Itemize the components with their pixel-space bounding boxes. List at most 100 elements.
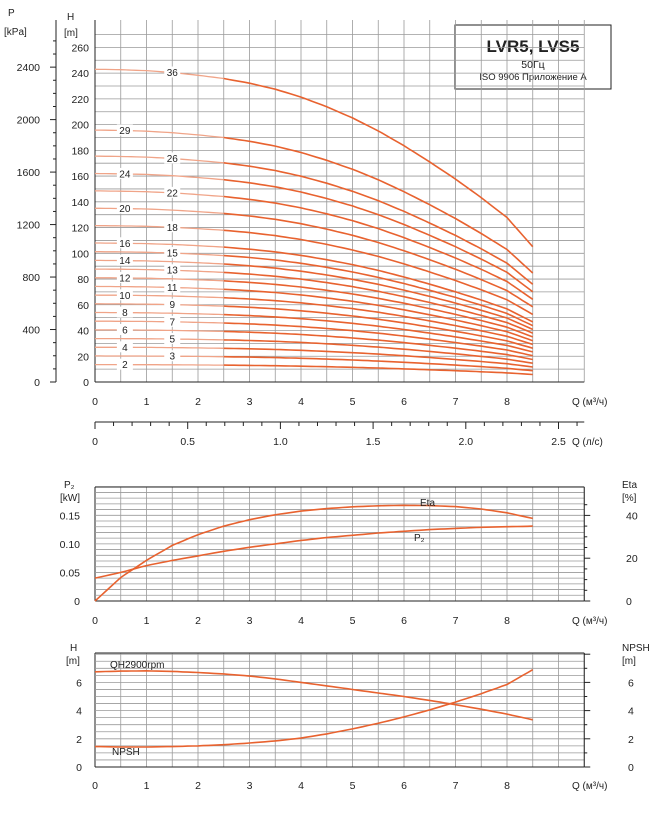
stage-label-bg xyxy=(116,358,133,370)
npsh-curve xyxy=(95,669,534,748)
p2-tick-label: 0.05 xyxy=(60,567,81,579)
stage-label-36: 36 xyxy=(167,68,179,79)
stage-label-bg xyxy=(116,124,133,136)
stage-label-bg xyxy=(164,298,181,310)
stage-curve-5 xyxy=(223,339,533,364)
stage-curve-2 xyxy=(223,364,533,376)
q2-tick-label: 2.0 xyxy=(458,436,473,448)
npsh-q-tick-label: 0 xyxy=(92,780,98,792)
p2-axis-label-line2: [kW] xyxy=(60,493,80,504)
stage-label-bg xyxy=(116,167,133,179)
stage-label-bg xyxy=(116,271,133,283)
stage-label-20: 20 xyxy=(119,204,131,215)
stage-curve-light-26 xyxy=(94,155,224,164)
stage-curve-light-20 xyxy=(95,207,224,215)
h-axis-label-line1: H xyxy=(67,12,74,23)
stage-curve-light-7 xyxy=(95,320,224,324)
h-tick-label: 220 xyxy=(71,94,89,106)
h-tick-label: 140 xyxy=(71,197,89,209)
stage-curve-8 xyxy=(223,313,533,353)
p-tick-label: 1600 xyxy=(17,167,41,179)
stage-curve-light-22 xyxy=(95,190,224,198)
npsh-series-label: NPSH xyxy=(112,747,140,758)
stage-curve-light-16 xyxy=(95,242,224,248)
p2-curve xyxy=(94,525,533,579)
qh-series-label: QH2900rpm xyxy=(110,660,164,671)
stage-curve-light-11 xyxy=(94,285,224,290)
stage-label-8: 8 xyxy=(122,308,128,319)
stage-label-6: 6 xyxy=(122,325,128,336)
h-tick-label: 20 xyxy=(77,351,89,363)
stage-label-bg xyxy=(164,186,181,198)
h2-tick-label: 2 xyxy=(76,734,82,746)
stage-label-26: 26 xyxy=(167,154,179,165)
q-tick-label: 5 xyxy=(350,396,356,408)
q2-axis-label: Q (л/с) xyxy=(572,437,603,448)
npsh-q-tick-label: 7 xyxy=(453,780,459,792)
stage-curve-22 xyxy=(223,195,534,300)
stage-curve-light-4 xyxy=(95,346,224,349)
p-tick-label: 1200 xyxy=(17,220,41,232)
stage-curve-7 xyxy=(223,322,533,357)
npsh-axis-label-line1: NPSH xyxy=(622,643,650,654)
stage-curve-light-24 xyxy=(94,172,224,181)
h-tick-label: 60 xyxy=(77,300,89,312)
stage-label-18: 18 xyxy=(167,223,179,234)
power-q-tick-label: 5 xyxy=(350,615,356,627)
stage-curve-4 xyxy=(223,347,533,368)
p-axis-label-line2: [kPa] xyxy=(4,27,27,38)
q-tick-label: 3 xyxy=(247,396,253,408)
q-tick-label: 1 xyxy=(144,396,150,408)
stage-curve-14 xyxy=(223,263,534,331)
stage-curve-6 xyxy=(223,330,533,361)
stage-label-bg xyxy=(164,66,181,78)
stage-curve-13 xyxy=(223,271,534,334)
npsh-chart-ticks: 0 02 24 46 60 1 2 3 4 5 6 7 8 xyxy=(76,677,634,792)
stage-label-2: 2 xyxy=(122,360,128,371)
stage-curve-3 xyxy=(223,355,533,372)
h-tick-label: 260 xyxy=(71,42,89,54)
stage-label-14: 14 xyxy=(119,256,131,267)
p-tick-label: 2000 xyxy=(17,115,41,127)
stage-curve-light-14 xyxy=(95,259,224,265)
stage-curve-36 xyxy=(223,77,534,248)
eta-tick-label: 40 xyxy=(626,510,638,522)
stage-curve-light-29 xyxy=(95,129,224,139)
eta-curve xyxy=(94,504,533,602)
npsh-q-tick-label: 1 xyxy=(144,780,150,792)
stage-label-bg xyxy=(164,350,181,362)
npsh-tick-label: 2 xyxy=(628,734,634,746)
stage-curve-light-13 xyxy=(95,268,224,274)
q-axis-label: Q (м³/ч) xyxy=(572,397,607,408)
power-q-tick-label: 3 xyxy=(247,615,253,627)
head-chart-ticks: 0204060801001201401601802002202402600400… xyxy=(17,42,585,448)
power-q-axis-label: Q (м³/ч) xyxy=(572,616,607,627)
stage-label-bg xyxy=(116,254,133,266)
eta-axis-label-line2: [%] xyxy=(622,493,637,504)
p2-series-label: P₂ xyxy=(414,533,425,544)
power-q-tick-label: 4 xyxy=(298,615,304,627)
h-tick-label: 180 xyxy=(71,145,89,157)
eta-axis-label-line1: Eta xyxy=(622,480,637,491)
power-chart-ticks: 0 0.05 0.10 0.15 0 20 40 0 1 2 3 4 5 6 7 8 xyxy=(60,510,638,627)
q-tick-label: 6 xyxy=(401,396,407,408)
q2-tick-label: 0 xyxy=(92,436,98,448)
p-tick-label: 2400 xyxy=(17,62,41,74)
npsh-axis-label-line2: [m] xyxy=(622,656,636,667)
q2-tick-label: 2.5 xyxy=(551,436,566,448)
p2-tick-label: 0.15 xyxy=(60,510,81,522)
standard-text: ISO 9906 Приложение A xyxy=(479,72,587,83)
npsh-chart-curves xyxy=(94,669,534,748)
npsh-q-tick-label: 8 xyxy=(504,780,510,792)
stage-curve-light-10 xyxy=(94,294,224,299)
stage-curve-20 xyxy=(223,212,534,308)
stage-curve-12 xyxy=(223,280,533,338)
h-axis-label-line2: [m] xyxy=(64,28,78,39)
stage-curve-18 xyxy=(223,229,534,316)
power-q-tick-label: 1 xyxy=(144,615,150,627)
eta-tick-label: 20 xyxy=(626,553,638,565)
